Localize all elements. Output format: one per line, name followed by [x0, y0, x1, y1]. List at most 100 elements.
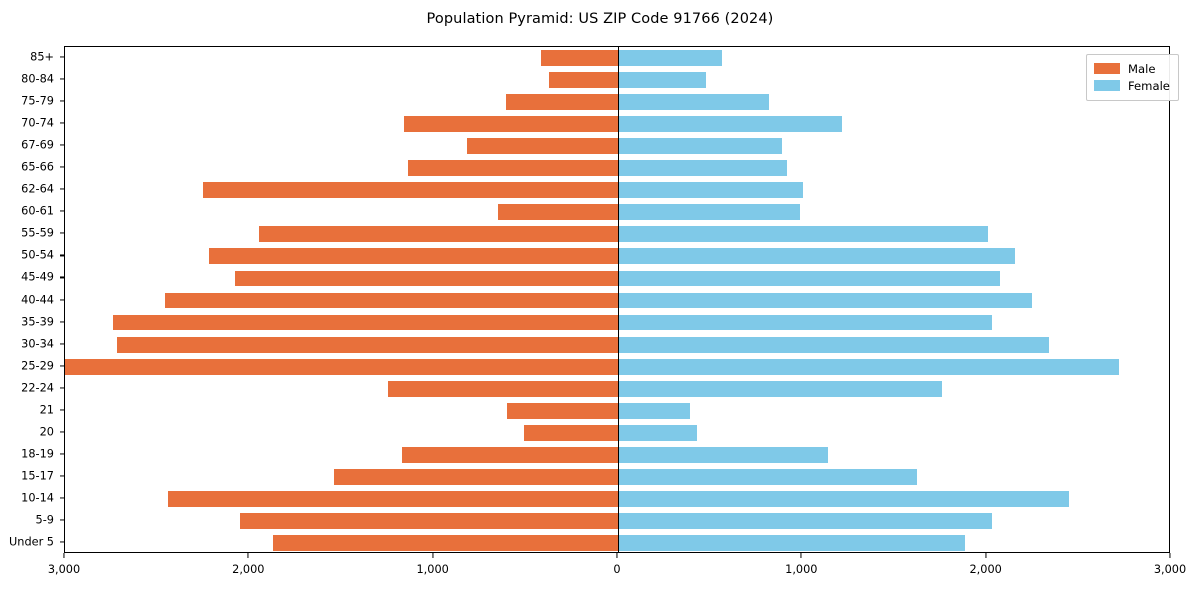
bar-male [407, 160, 618, 177]
y-tick-mark [59, 232, 64, 234]
bar-male [112, 314, 618, 331]
bar-row [65, 135, 1169, 157]
bar-female [618, 248, 1016, 265]
bar-row [65, 91, 1169, 113]
x-tick-mark [800, 553, 802, 558]
bar-female [618, 424, 698, 441]
bar-row [65, 444, 1169, 466]
bar-male [507, 402, 618, 419]
y-tick-label: 85+ [30, 50, 54, 64]
bar-female [618, 138, 783, 155]
bar-male [540, 50, 618, 66]
x-tick-label: 3,000 [1153, 563, 1187, 576]
bar-female [618, 160, 787, 177]
bar-row [65, 267, 1169, 289]
y-tick-label: 55-59 [21, 226, 54, 240]
bar-row [65, 312, 1169, 334]
x-tick-label: 1,000 [785, 563, 818, 576]
bar-female [618, 512, 993, 529]
x-tick-label: 3,000 [47, 563, 81, 576]
bar-male [234, 270, 618, 287]
chart-title: Population Pyramid: US ZIP Code 91766 (2… [426, 11, 774, 27]
bar-female [618, 535, 966, 551]
bar-female [618, 336, 1050, 353]
y-tick-mark [59, 122, 64, 124]
bar-male [402, 446, 618, 463]
bar-male [273, 535, 618, 551]
bar-female [618, 226, 988, 243]
bar-female [618, 292, 1032, 309]
y-tick-label: 18-19 [21, 447, 54, 461]
x-tick-label: 2,000 [232, 563, 265, 576]
bar-row [65, 157, 1169, 179]
y-tick-mark [59, 365, 64, 367]
y-tick-mark [59, 166, 64, 168]
bar-male [116, 336, 618, 353]
legend-label-male: Male [1128, 61, 1156, 76]
y-tick-label: 50-54 [21, 248, 54, 262]
bar-male [164, 292, 618, 309]
bar-row [65, 289, 1169, 311]
legend-swatch-male [1094, 63, 1120, 74]
y-tick-label: 35-39 [21, 315, 54, 329]
chart-legend[interactable]: Male Female [1086, 54, 1179, 101]
zero-axis-line [618, 47, 620, 552]
bar-female [618, 94, 770, 111]
y-tick-mark [59, 343, 64, 345]
y-tick-label: 21 [39, 403, 54, 417]
y-tick-mark [59, 78, 64, 80]
x-tick-mark [1169, 553, 1171, 558]
bar-male [505, 94, 618, 111]
y-tick-mark [59, 298, 64, 301]
legend-label-female: Female [1128, 78, 1170, 93]
bar-row [65, 356, 1169, 378]
y-tick-label: 67-69 [21, 138, 54, 152]
bar-row [65, 201, 1169, 223]
bar-male [498, 204, 618, 221]
bar-male [258, 226, 618, 243]
bar-row [65, 69, 1169, 91]
bar-row [65, 113, 1169, 135]
bar-male [203, 182, 618, 199]
x-tick-label: 0 [613, 563, 621, 576]
y-tick-label: 65-66 [21, 160, 54, 174]
y-tick-mark [59, 276, 64, 278]
x-tick-label: 2,000 [969, 563, 1002, 576]
bar-row [65, 223, 1169, 245]
y-tick-label: Under 5 [9, 535, 54, 549]
bar-male [65, 358, 618, 375]
bar-male [523, 424, 618, 441]
bar-row [65, 47, 1169, 69]
bar-row [65, 422, 1169, 444]
bar-female [618, 468, 917, 485]
bar-male [208, 248, 618, 265]
bar-male [168, 490, 618, 507]
bar-female [618, 380, 942, 397]
y-tick-label: 10-14 [21, 491, 54, 505]
bar-female [618, 72, 706, 88]
bar-male [548, 72, 618, 88]
bar-row [65, 400, 1169, 422]
y-tick-label: 80-84 [21, 72, 54, 86]
y-tick-mark [59, 497, 64, 499]
y-tick-label: 22-24 [21, 381, 54, 395]
bar-row [65, 532, 1169, 552]
bar-row [65, 245, 1169, 267]
y-tick-label: 62-64 [21, 182, 54, 196]
bar-female [618, 358, 1120, 375]
bar-male [466, 138, 618, 155]
y-tick-label: 5-9 [35, 513, 54, 527]
bar-female [618, 116, 842, 133]
bar-row [65, 488, 1169, 510]
bar-row [65, 510, 1169, 532]
y-tick-label: 75-79 [21, 94, 54, 108]
y-tick-mark [59, 320, 64, 323]
x-tick-mark [616, 553, 618, 558]
bar-row [65, 378, 1169, 400]
y-tick-mark [59, 475, 64, 477]
y-tick-mark [59, 519, 64, 521]
y-tick-mark [59, 431, 64, 433]
bar-row [65, 466, 1169, 488]
bar-female [618, 270, 1000, 287]
y-tick-mark [59, 56, 64, 58]
